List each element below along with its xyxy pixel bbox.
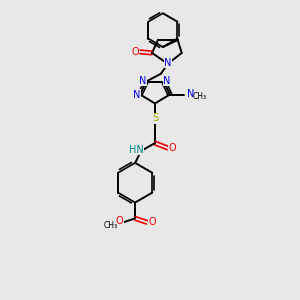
Text: O: O — [169, 143, 177, 153]
Text: N: N — [187, 88, 194, 98]
Text: O: O — [148, 217, 156, 227]
Text: O: O — [131, 47, 139, 57]
Text: N: N — [163, 76, 170, 85]
Text: N: N — [140, 76, 147, 85]
Text: N: N — [164, 58, 172, 68]
Text: CH₃: CH₃ — [103, 221, 117, 230]
Text: CH₃: CH₃ — [193, 92, 207, 101]
Text: N: N — [134, 89, 141, 100]
Text: HN: HN — [129, 145, 143, 155]
Text: O: O — [116, 216, 123, 226]
Text: S: S — [152, 113, 158, 123]
